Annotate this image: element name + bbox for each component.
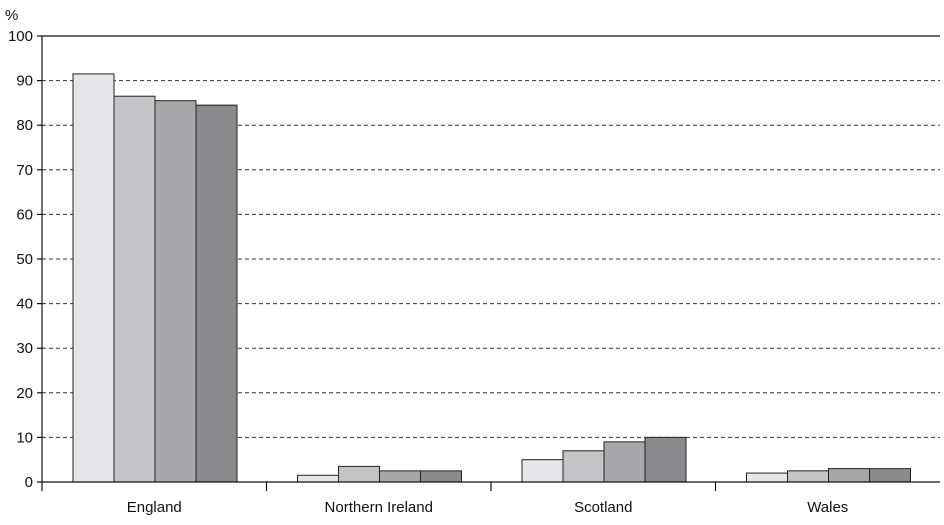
bar-wales-series-1	[746, 472, 788, 483]
x-tick-label-wales: Wales	[807, 499, 848, 516]
bars	[72, 73, 911, 483]
bar-england-series-1	[72, 73, 115, 483]
y-tick-label-40: 40	[16, 296, 33, 313]
y-tick-label-30: 30	[16, 340, 33, 357]
y-tick-label-90: 90	[16, 73, 33, 90]
axes	[41, 35, 940, 491]
x-tick-label-northern-ireland: Northern Ireland	[325, 499, 433, 516]
x-axis-category-labels: England Northern Ireland Scotland Wales	[127, 499, 849, 516]
x-tick-label-scotland: Scotland	[574, 499, 632, 516]
bar-wales-series-3	[828, 468, 870, 483]
x-tick-label-england: England	[127, 499, 182, 516]
y-tick-label-60: 60	[16, 206, 33, 223]
bar-northern-ireland-series-1	[297, 474, 339, 483]
y-tick-label-100: 100	[8, 28, 33, 45]
y-tick-label-80: 80	[16, 117, 33, 134]
bar-england-series-4	[195, 104, 238, 483]
bar-northern-ireland-series-3	[379, 470, 421, 483]
bar-england-series-3	[154, 100, 197, 483]
y-axis-unit-label: %	[5, 7, 18, 24]
bar-england-series-2	[113, 95, 156, 483]
bar-northern-ireland-series-2	[338, 465, 380, 483]
y-tick-label-50: 50	[16, 251, 33, 268]
y-tick-label-10: 10	[16, 429, 33, 446]
y-axis-ticks: 0 10 20 30 40 50 60 70 80 90 100	[8, 28, 42, 491]
y-tick-label-0: 0	[25, 474, 33, 491]
bar-scotland-series-3	[603, 441, 646, 483]
bar-scotland-series-4	[644, 436, 687, 483]
y-tick-label-20: 20	[16, 385, 33, 402]
y-tick-label-70: 70	[16, 162, 33, 179]
bar-wales-series-4	[869, 468, 911, 483]
bar-scotland-series-2	[562, 450, 605, 483]
bar-wales-series-2	[787, 470, 829, 483]
bar-scotland-series-1	[521, 459, 564, 483]
bar-northern-ireland-series-4	[420, 470, 462, 483]
